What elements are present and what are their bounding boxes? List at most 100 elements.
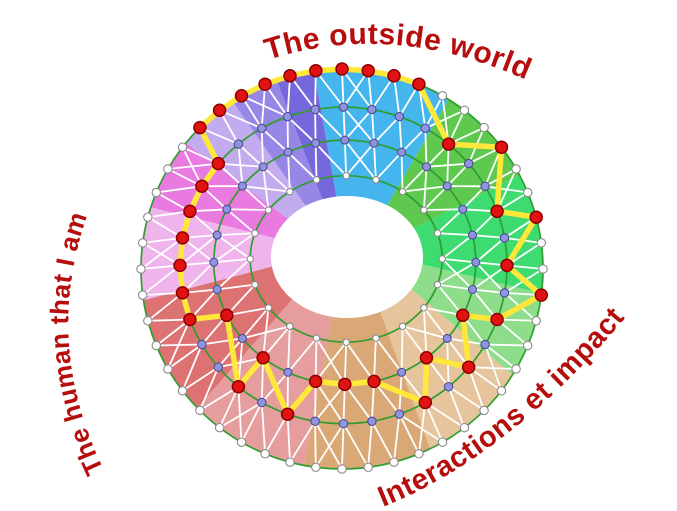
node-active[interactable] — [361, 63, 375, 78]
node-active[interactable] — [309, 63, 323, 78]
node-mid[interactable] — [212, 284, 222, 295]
node-active[interactable] — [456, 308, 470, 323]
node-active[interactable] — [441, 137, 456, 151]
node-outer[interactable] — [438, 255, 446, 263]
node-mid[interactable] — [237, 181, 247, 191]
node-outer[interactable] — [251, 229, 259, 237]
node-active[interactable] — [338, 377, 352, 392]
node-outer[interactable] — [151, 340, 162, 351]
node-active[interactable] — [490, 312, 504, 327]
node-outer[interactable] — [479, 122, 489, 133]
node-outer[interactable] — [311, 462, 321, 473]
node-outer[interactable] — [285, 457, 295, 467]
node-active[interactable] — [211, 156, 226, 171]
node-mid[interactable] — [256, 123, 267, 134]
node-mid[interactable] — [213, 362, 224, 372]
node-outer[interactable] — [214, 422, 225, 433]
node-outer[interactable] — [143, 316, 153, 326]
node-outer[interactable] — [531, 316, 541, 326]
node-outer[interactable] — [312, 176, 321, 184]
node-mid[interactable] — [443, 381, 454, 392]
node-active[interactable] — [220, 308, 234, 323]
node-active[interactable] — [231, 379, 246, 394]
node-mid[interactable] — [233, 139, 244, 149]
node-mid[interactable] — [369, 138, 379, 148]
node-outer[interactable] — [163, 364, 173, 374]
node-mid[interactable] — [463, 158, 474, 169]
node-active[interactable] — [308, 374, 323, 389]
node-outer[interactable] — [363, 462, 373, 473]
node-mid[interactable] — [480, 339, 490, 350]
node-mid[interactable] — [257, 397, 267, 408]
node-outer[interactable] — [479, 405, 489, 416]
node-mid[interactable] — [394, 111, 405, 122]
node-mid[interactable] — [442, 333, 452, 343]
node-mid[interactable] — [367, 416, 377, 427]
node-mid[interactable] — [338, 418, 349, 429]
node-active[interactable] — [461, 360, 476, 374]
node-mid[interactable] — [283, 147, 293, 157]
node-outer[interactable] — [437, 437, 448, 447]
node-mid[interactable] — [458, 204, 468, 214]
node-mid[interactable] — [467, 284, 478, 295]
node-outer[interactable] — [177, 386, 188, 396]
node-active[interactable] — [175, 231, 190, 245]
node-mid[interactable] — [340, 135, 350, 145]
node-outer[interactable] — [177, 142, 188, 152]
node-active[interactable] — [256, 351, 270, 365]
node-active[interactable] — [387, 69, 401, 83]
node-active[interactable] — [183, 312, 197, 327]
node-outer[interactable] — [163, 164, 173, 174]
node-mid[interactable] — [222, 204, 232, 214]
node-mid[interactable] — [310, 416, 320, 427]
node-active[interactable] — [183, 204, 197, 219]
node-mid[interactable] — [442, 181, 452, 191]
node-active[interactable] — [173, 258, 187, 273]
node-outer[interactable] — [342, 171, 350, 180]
node-mid[interactable] — [311, 138, 321, 148]
node-outer[interactable] — [372, 176, 380, 184]
node-outer[interactable] — [459, 105, 470, 116]
node-mid[interactable] — [397, 367, 407, 377]
node-mid[interactable] — [237, 333, 247, 343]
node-active[interactable] — [418, 395, 433, 410]
node-mid[interactable] — [282, 111, 293, 122]
node-mid[interactable] — [212, 230, 222, 240]
node-outer[interactable] — [420, 206, 428, 214]
node-mid[interactable] — [209, 257, 219, 267]
node-active[interactable] — [234, 89, 249, 103]
node-outer[interactable] — [137, 238, 148, 248]
node-outer[interactable] — [236, 437, 247, 447]
node-outer[interactable] — [459, 422, 470, 433]
node-mid[interactable] — [480, 181, 490, 192]
node-outer[interactable] — [511, 164, 521, 174]
node-mid[interactable] — [471, 257, 481, 267]
node-outer[interactable] — [496, 386, 507, 396]
node-outer[interactable] — [337, 464, 347, 474]
node-active[interactable] — [494, 140, 509, 154]
node-active[interactable] — [193, 120, 207, 135]
node-outer[interactable] — [151, 187, 162, 198]
node-outer[interactable] — [522, 187, 533, 198]
node-mid[interactable] — [197, 339, 207, 350]
node-mid[interactable] — [499, 288, 510, 298]
node-outer[interactable] — [143, 212, 153, 222]
node-mid[interactable] — [499, 233, 510, 243]
node-mid[interactable] — [467, 230, 478, 240]
node-outer[interactable] — [522, 340, 533, 351]
node-active[interactable] — [490, 204, 504, 219]
node-outer[interactable] — [433, 280, 442, 289]
node-active[interactable] — [500, 258, 514, 273]
node-mid[interactable] — [338, 102, 349, 112]
node-mid[interactable] — [397, 147, 407, 157]
node-outer[interactable] — [312, 334, 321, 342]
node-active[interactable] — [212, 103, 227, 118]
node-outer[interactable] — [264, 304, 273, 312]
node-outer[interactable] — [511, 364, 521, 374]
node-outer[interactable] — [251, 280, 259, 289]
node-outer[interactable] — [398, 322, 407, 331]
node-active[interactable] — [367, 374, 381, 389]
node-mid[interactable] — [394, 409, 405, 419]
node-mid[interactable] — [367, 104, 377, 115]
node-active[interactable] — [529, 210, 543, 224]
